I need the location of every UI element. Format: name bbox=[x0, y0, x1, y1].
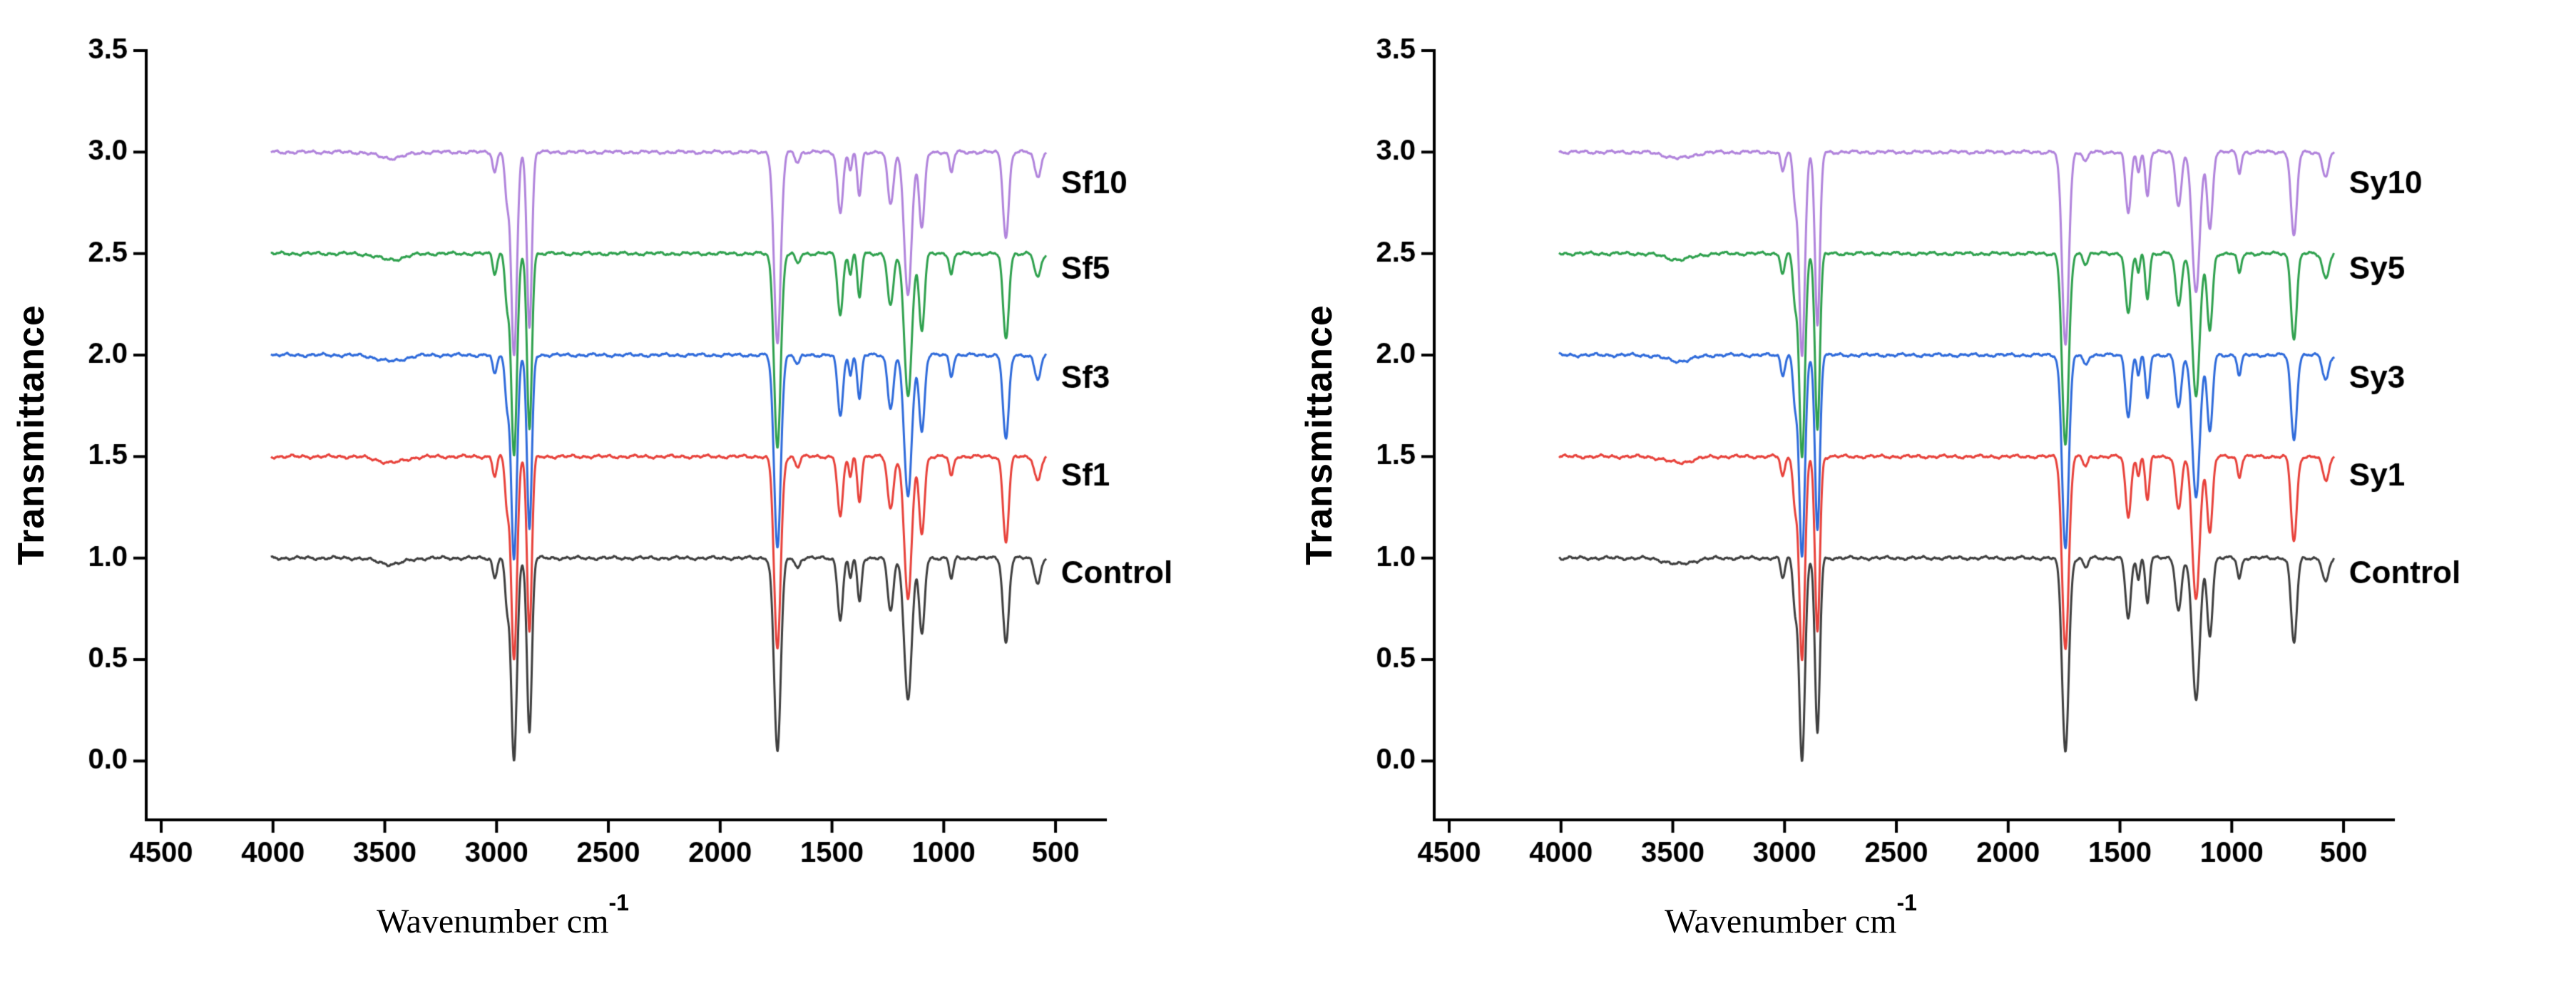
x-axis-title-text: Wavenumber cm bbox=[1665, 903, 1897, 940]
ftir-chart-sy-canvas bbox=[1288, 0, 2576, 981]
ftir-panel-sy: Transmittance Wavenumber cm-1 bbox=[1288, 0, 2576, 981]
y-axis-title: Transmittance bbox=[11, 304, 52, 565]
x-axis-title-superscript: -1 bbox=[1896, 889, 1917, 915]
ftir-chart-sf-canvas bbox=[0, 0, 1288, 981]
x-axis-title-superscript: -1 bbox=[608, 889, 629, 915]
x-axis-title-text: Wavenumber cm bbox=[377, 903, 609, 940]
y-axis-title: Transmittance bbox=[1299, 304, 1340, 565]
ftir-panel-sf: Transmittance Wavenumber cm-1 bbox=[0, 0, 1288, 981]
x-axis-title: Wavenumber cm-1 bbox=[1665, 890, 1917, 941]
x-axis-title: Wavenumber cm-1 bbox=[377, 890, 629, 941]
